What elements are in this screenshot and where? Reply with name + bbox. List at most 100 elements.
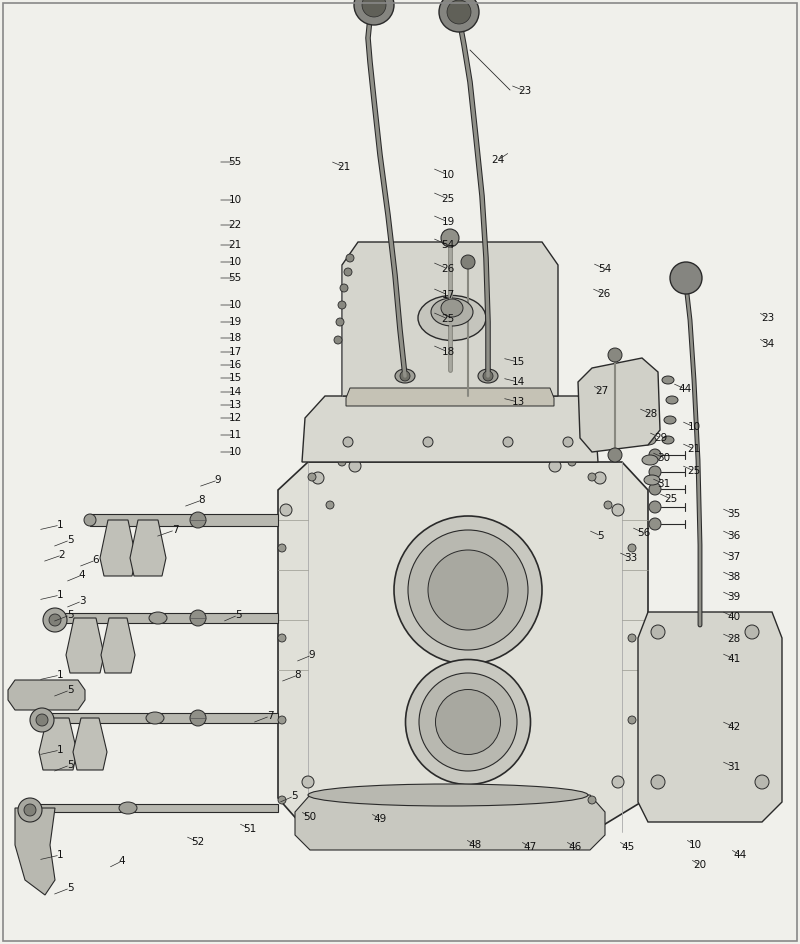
Text: 8: 8 [198, 495, 206, 505]
Ellipse shape [662, 436, 674, 444]
Text: 25: 25 [442, 194, 454, 204]
Text: 8: 8 [294, 670, 302, 680]
Polygon shape [39, 718, 77, 770]
Circle shape [651, 625, 665, 639]
Polygon shape [55, 613, 278, 623]
Text: 36: 36 [727, 531, 741, 541]
Ellipse shape [441, 299, 463, 317]
Circle shape [649, 449, 661, 461]
Ellipse shape [478, 369, 498, 383]
Text: 3: 3 [78, 596, 86, 606]
Circle shape [441, 229, 459, 247]
Circle shape [18, 798, 42, 822]
Circle shape [439, 0, 479, 32]
Text: 42: 42 [727, 722, 741, 732]
Text: 54: 54 [442, 240, 454, 250]
Circle shape [447, 0, 471, 24]
Text: 52: 52 [191, 837, 205, 847]
Text: 12: 12 [228, 413, 242, 423]
Text: 24: 24 [491, 155, 505, 165]
Circle shape [24, 804, 36, 816]
Text: 11: 11 [228, 430, 242, 440]
Text: 23: 23 [762, 313, 774, 323]
Ellipse shape [664, 416, 676, 424]
Ellipse shape [419, 673, 517, 771]
Polygon shape [295, 795, 605, 850]
Text: 27: 27 [595, 386, 609, 396]
Ellipse shape [418, 295, 486, 341]
Circle shape [612, 504, 624, 516]
Text: 39: 39 [727, 592, 741, 602]
Text: 5: 5 [66, 610, 74, 620]
Text: 38: 38 [727, 572, 741, 582]
Polygon shape [638, 612, 782, 822]
Text: 21: 21 [228, 240, 242, 250]
Text: 5: 5 [66, 535, 74, 545]
Text: 49: 49 [374, 814, 386, 824]
Text: 19: 19 [442, 217, 454, 227]
Circle shape [563, 437, 573, 447]
Polygon shape [100, 520, 136, 576]
Circle shape [628, 634, 636, 642]
Text: 21: 21 [687, 444, 701, 454]
Text: 34: 34 [762, 339, 774, 349]
Text: 26: 26 [442, 264, 454, 274]
Ellipse shape [634, 415, 650, 425]
Text: 33: 33 [624, 553, 638, 563]
Ellipse shape [308, 784, 588, 806]
Circle shape [628, 544, 636, 552]
Circle shape [344, 268, 352, 276]
Ellipse shape [644, 475, 660, 485]
Text: 5: 5 [234, 610, 242, 620]
Ellipse shape [408, 530, 528, 650]
Circle shape [338, 458, 346, 466]
Circle shape [612, 776, 624, 788]
Polygon shape [130, 520, 166, 576]
Text: 5: 5 [66, 883, 74, 893]
Ellipse shape [406, 660, 530, 784]
Circle shape [338, 301, 346, 309]
Text: 1: 1 [57, 520, 63, 530]
Text: 20: 20 [694, 860, 706, 870]
Text: 31: 31 [727, 762, 741, 772]
Circle shape [326, 501, 334, 509]
Circle shape [190, 610, 206, 626]
Circle shape [49, 614, 61, 626]
Circle shape [568, 458, 576, 466]
Circle shape [37, 713, 47, 723]
Circle shape [423, 437, 433, 447]
Polygon shape [342, 242, 558, 396]
Circle shape [340, 284, 348, 292]
Polygon shape [346, 388, 554, 406]
Text: 25: 25 [687, 466, 701, 476]
Ellipse shape [431, 298, 473, 326]
Text: 25: 25 [664, 494, 678, 504]
Text: 1: 1 [57, 745, 63, 755]
Text: 54: 54 [598, 264, 612, 274]
Text: 6: 6 [93, 555, 99, 565]
Circle shape [336, 318, 344, 326]
Polygon shape [302, 396, 598, 462]
Circle shape [24, 804, 32, 812]
Text: 4: 4 [78, 570, 86, 580]
Text: 40: 40 [727, 612, 741, 622]
Polygon shape [101, 618, 135, 673]
Text: 10: 10 [442, 170, 454, 180]
Text: 13: 13 [228, 400, 242, 410]
Circle shape [354, 0, 394, 25]
Text: 31: 31 [658, 479, 670, 489]
Circle shape [649, 518, 661, 530]
Text: 7: 7 [266, 711, 274, 721]
Text: 48: 48 [468, 840, 482, 850]
Text: 1: 1 [57, 850, 63, 860]
Circle shape [651, 775, 665, 789]
Text: 10: 10 [229, 257, 242, 267]
Polygon shape [278, 462, 648, 832]
Circle shape [549, 460, 561, 472]
Circle shape [30, 708, 54, 732]
Text: 4: 4 [118, 856, 126, 866]
Text: 25: 25 [442, 314, 454, 324]
Text: 10: 10 [689, 840, 702, 850]
Circle shape [503, 437, 513, 447]
Text: 17: 17 [442, 290, 454, 300]
